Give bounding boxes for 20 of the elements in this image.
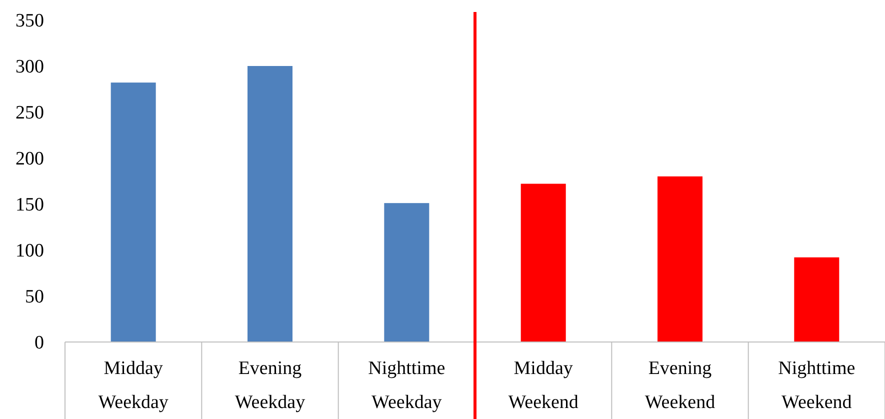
bar <box>384 203 430 342</box>
x-tick-label: Midday Weekday <box>98 358 169 413</box>
x-tick-label: Nighttime Weekend <box>778 358 856 413</box>
y-tick-label: 150 <box>16 194 44 216</box>
y-tick-label: 200 <box>16 148 44 170</box>
bar <box>658 176 702 342</box>
bar <box>110 82 156 342</box>
bar <box>520 184 566 342</box>
x-tick-label: Midday Weekend <box>508 358 579 413</box>
y-tick-label: 50 <box>25 286 44 308</box>
bar <box>248 66 292 342</box>
y-tick-label: 0 <box>34 332 44 354</box>
y-tick-label: 300 <box>16 56 44 78</box>
y-tick-label: 100 <box>16 240 44 262</box>
x-tick-label: Nighttime Weekday <box>368 358 446 413</box>
bar <box>794 257 840 342</box>
x-tick-label: Evening Weekday <box>234 358 306 413</box>
y-tick-label: 350 <box>16 10 44 32</box>
x-tick-label: Evening Weekend <box>644 358 716 413</box>
y-tick-label: 250 <box>16 102 44 124</box>
